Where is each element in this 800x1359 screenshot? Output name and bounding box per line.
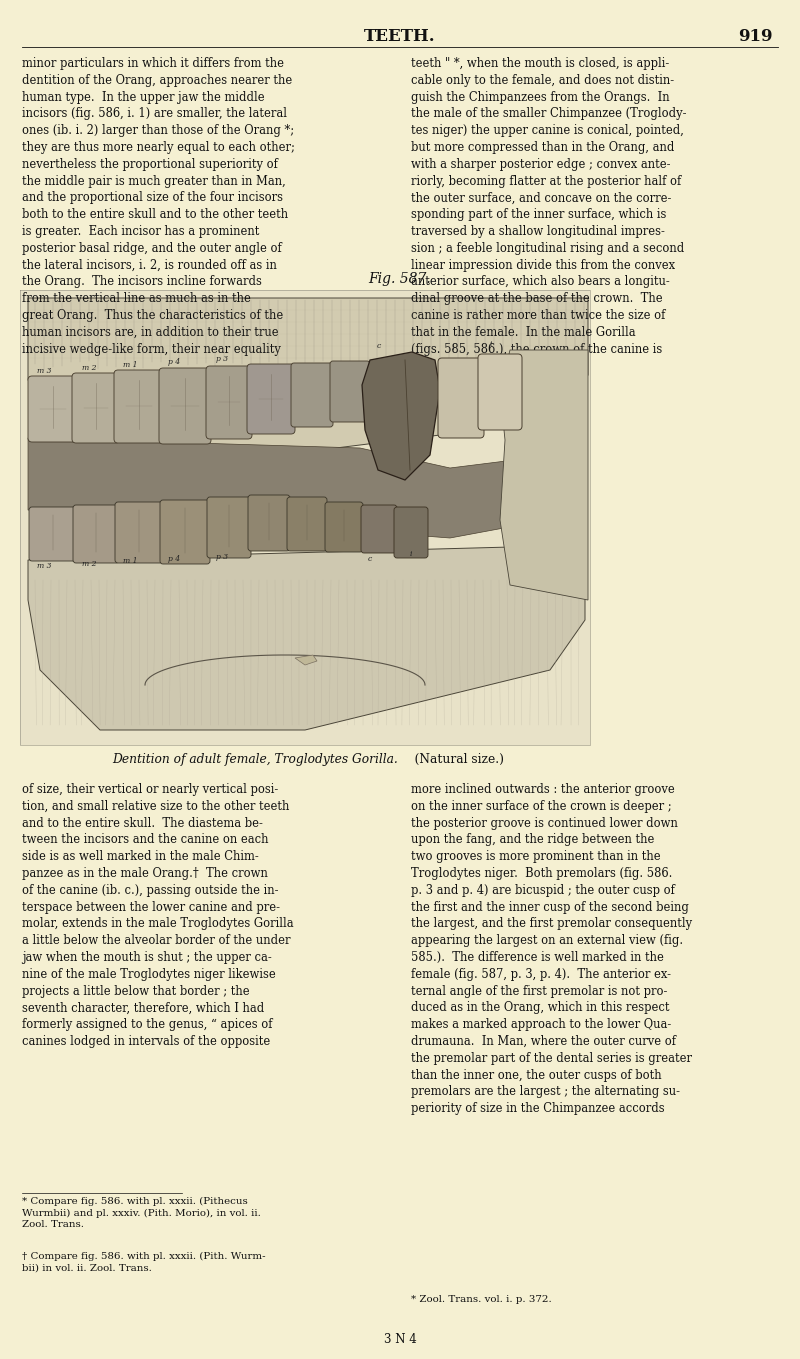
FancyBboxPatch shape: [248, 495, 290, 550]
Text: p 4: p 4: [168, 554, 180, 563]
FancyBboxPatch shape: [206, 366, 252, 439]
Text: 919: 919: [738, 29, 773, 45]
Polygon shape: [28, 298, 588, 450]
Text: c: c: [377, 342, 382, 351]
Text: Fig. 587.: Fig. 587.: [369, 272, 431, 285]
Text: i: i: [490, 340, 493, 348]
Text: p 3: p 3: [216, 355, 228, 363]
Text: m 2: m 2: [82, 364, 97, 372]
FancyBboxPatch shape: [291, 363, 333, 427]
FancyBboxPatch shape: [325, 501, 363, 552]
Text: c: c: [368, 554, 372, 563]
FancyBboxPatch shape: [160, 500, 210, 564]
Polygon shape: [362, 352, 440, 480]
Text: teeth " *, when the mouth is closed, is appli-
cable only to the female, and doe: teeth " *, when the mouth is closed, is …: [411, 57, 686, 356]
Text: m 2: m 2: [82, 560, 97, 568]
FancyBboxPatch shape: [29, 507, 77, 561]
Text: m 1: m 1: [123, 361, 138, 370]
Text: * Zool. Trans. vol. i. p. 372.: * Zool. Trans. vol. i. p. 372.: [411, 1295, 552, 1305]
Polygon shape: [28, 545, 585, 730]
Polygon shape: [500, 351, 588, 601]
Text: 3 N 4: 3 N 4: [384, 1333, 416, 1345]
Text: TEETH.: TEETH.: [364, 29, 436, 45]
Text: minor particulars in which it differs from the
dentition of the Orang, approache: minor particulars in which it differs fr…: [22, 57, 295, 356]
FancyBboxPatch shape: [72, 372, 120, 443]
Text: m 1: m 1: [123, 557, 138, 565]
FancyBboxPatch shape: [159, 368, 211, 444]
Text: of size, their vertical or nearly vertical posi-
tion, and small relative size t: of size, their vertical or nearly vertic…: [22, 783, 294, 1048]
FancyBboxPatch shape: [361, 506, 397, 553]
FancyBboxPatch shape: [247, 364, 295, 434]
FancyBboxPatch shape: [478, 353, 522, 429]
Text: m 3: m 3: [37, 367, 51, 375]
FancyBboxPatch shape: [28, 376, 78, 442]
Text: p 4: p 4: [168, 357, 180, 366]
FancyBboxPatch shape: [20, 289, 590, 745]
Text: i: i: [452, 344, 454, 352]
FancyBboxPatch shape: [114, 370, 164, 443]
Text: (Natural size.): (Natural size.): [399, 753, 504, 766]
Polygon shape: [28, 438, 585, 538]
FancyBboxPatch shape: [115, 501, 163, 563]
Text: * Compare fig. 586. with pl. xxxii. (Pithecus
Wurmbii) and pl. xxxiv. (Pith. Mor: * Compare fig. 586. with pl. xxxii. (Pit…: [22, 1197, 261, 1229]
Polygon shape: [295, 655, 317, 665]
FancyBboxPatch shape: [287, 497, 327, 550]
FancyBboxPatch shape: [207, 497, 251, 559]
FancyBboxPatch shape: [73, 506, 119, 563]
FancyBboxPatch shape: [394, 507, 428, 559]
Text: † Compare fig. 586. with pl. xxxii. (Pith. Wurm-
bii) in vol. ii. Zool. Trans.: † Compare fig. 586. with pl. xxxii. (Pit…: [22, 1252, 266, 1272]
Text: i: i: [410, 550, 413, 559]
Text: p 3: p 3: [216, 553, 228, 561]
FancyBboxPatch shape: [330, 361, 370, 423]
Text: m 3: m 3: [37, 563, 51, 569]
FancyBboxPatch shape: [438, 357, 484, 438]
Text: more inclined outwards : the anterior groove
on the inner surface of the crown i: more inclined outwards : the anterior gr…: [411, 783, 692, 1116]
Text: Dentition of adult female, Troglodytes Gorilla.: Dentition of adult female, Troglodytes G…: [112, 753, 398, 766]
